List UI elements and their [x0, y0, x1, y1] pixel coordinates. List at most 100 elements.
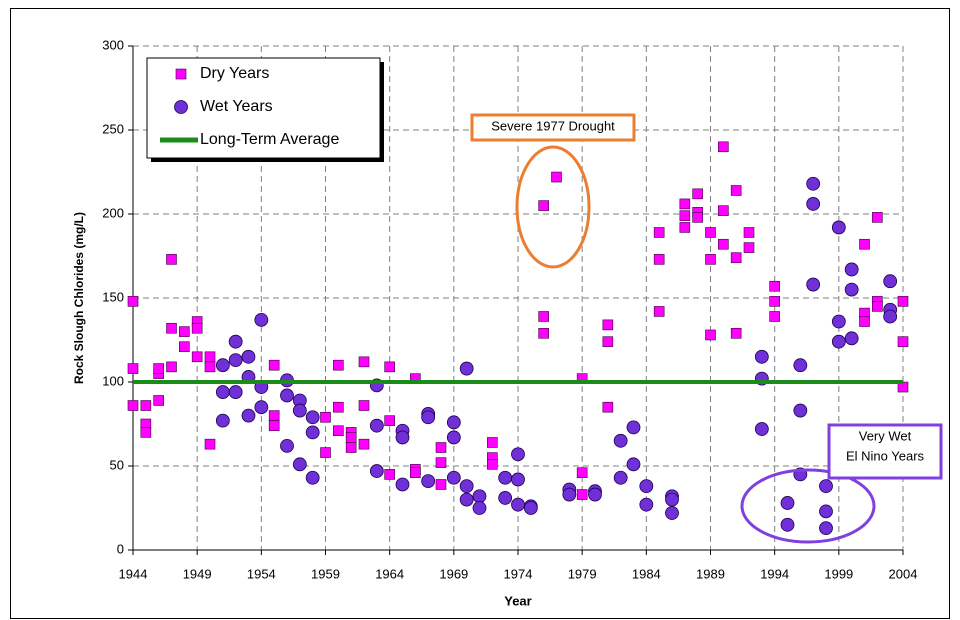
square-point — [872, 212, 883, 223]
square-point — [743, 227, 755, 238]
circle-point — [472, 501, 487, 515]
square-point — [127, 363, 139, 374]
circle-point — [446, 430, 461, 445]
circle-point — [292, 457, 307, 472]
circle-point — [395, 477, 410, 492]
marks — [127, 141, 909, 536]
square-point — [320, 411, 331, 423]
y-tick-label: 0 — [117, 541, 124, 556]
circle-point — [459, 479, 474, 494]
circle-point — [228, 353, 243, 368]
drought-ellipse — [515, 145, 591, 269]
circle-point — [844, 331, 859, 346]
annotation: Very Wet — [859, 428, 912, 443]
square-point — [179, 341, 190, 353]
square-point — [718, 205, 729, 216]
legend-entries: Dry Years Wet Years Long-Term Average — [160, 65, 339, 148]
square-point — [679, 210, 691, 221]
circle-point — [254, 400, 269, 415]
x-tick-label: 1999 — [824, 566, 853, 581]
square-point — [166, 322, 177, 334]
circle-point — [228, 385, 243, 399]
circle-point — [395, 430, 410, 445]
square-point — [602, 336, 614, 347]
x-tick-label: 1979 — [568, 566, 597, 581]
square-point — [576, 489, 588, 500]
square-point — [333, 359, 344, 371]
legend-label: Long-Term Average — [200, 131, 339, 148]
y-tick-label: 150 — [102, 289, 124, 304]
circle-point — [280, 438, 294, 453]
square-point — [268, 410, 280, 421]
square-point — [538, 327, 549, 339]
square-point — [551, 171, 562, 183]
square-point — [859, 238, 870, 250]
circle-point — [780, 496, 795, 510]
x-axis-label: Year — [504, 593, 531, 608]
square-point — [897, 336, 909, 347]
square-point — [179, 326, 190, 337]
square-point — [345, 442, 357, 453]
circle-point — [754, 349, 769, 364]
circle-point — [498, 470, 513, 485]
x-tick-label: 1949 — [183, 566, 212, 581]
y-tick-label: 300 — [102, 37, 124, 52]
circle-point — [215, 385, 230, 399]
x-tick-label: 1974 — [504, 566, 533, 581]
annotations: Severe 1977 Drought Very Wet El Nino Years — [491, 118, 924, 463]
x-tick-label: 2004 — [889, 566, 918, 581]
square-point — [204, 361, 216, 373]
square-point — [268, 359, 280, 371]
square-point — [384, 469, 395, 480]
circle-point — [305, 425, 320, 440]
circle-point — [369, 418, 384, 433]
square-point — [166, 254, 177, 265]
legend-marker — [175, 68, 187, 80]
drought-box — [470, 113, 636, 142]
square-point — [435, 457, 447, 468]
circle-point — [215, 358, 230, 373]
square-point — [653, 254, 665, 265]
circle-point — [831, 220, 846, 235]
y-tick-label: 100 — [102, 373, 124, 388]
circle-point — [241, 408, 256, 423]
square-point — [538, 200, 549, 211]
x-tick-label: 1969 — [439, 566, 468, 581]
x-tick-label: 1994 — [760, 566, 789, 581]
square-point — [602, 319, 614, 331]
y-tick-label: 50 — [110, 457, 124, 472]
square-point — [769, 311, 780, 322]
square-point — [743, 242, 755, 253]
y-axis-label: Rock Slough Chlorides (mg/L) — [72, 212, 86, 384]
square-point — [576, 467, 588, 479]
square-point — [872, 301, 883, 312]
square-point — [859, 316, 870, 327]
circle-point — [446, 470, 461, 485]
circle-point — [241, 349, 256, 364]
circle-point — [844, 262, 859, 277]
square-point — [679, 222, 691, 233]
square-point — [127, 296, 139, 307]
square-point — [730, 252, 742, 263]
square-point — [153, 363, 164, 374]
circle-point — [665, 492, 679, 507]
circle-point — [831, 334, 846, 349]
square-point — [320, 447, 331, 458]
square-point — [679, 198, 691, 210]
square-point — [410, 467, 421, 479]
circle-point — [793, 358, 808, 373]
circle-point — [626, 420, 641, 435]
square-point — [358, 400, 370, 411]
circle-point — [472, 489, 487, 504]
circle-point — [793, 403, 808, 418]
circle-point — [421, 410, 436, 425]
circle-point — [511, 472, 525, 487]
square-point — [204, 351, 216, 363]
circle-point — [446, 415, 461, 430]
square-point — [333, 401, 344, 413]
square-point — [692, 212, 703, 223]
square-point — [730, 185, 742, 196]
y-tick-label: 250 — [102, 121, 124, 136]
circle-point — [819, 521, 833, 536]
square-point — [268, 420, 280, 431]
